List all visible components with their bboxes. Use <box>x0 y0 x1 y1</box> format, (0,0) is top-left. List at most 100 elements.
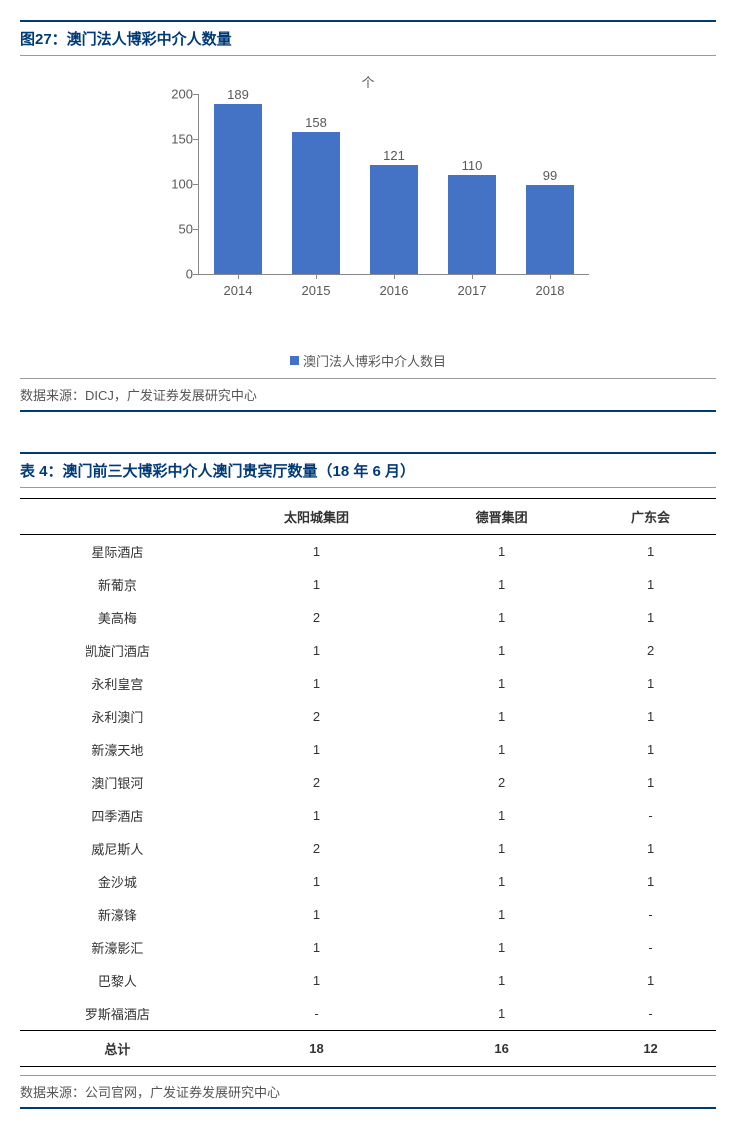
table-cell: - <box>585 931 716 964</box>
table-cell: 1 <box>585 535 716 569</box>
table-total-cell: 18 <box>215 1031 418 1067</box>
table-cell: 1 <box>585 733 716 766</box>
table-cell: 1 <box>585 700 716 733</box>
x-tick-mark <box>472 274 473 279</box>
table-cell: 1 <box>585 964 716 997</box>
table-container: 太阳城集团德晋集团广东会 星际酒店111新葡京111美高梅211凯旋门酒店112… <box>20 498 716 1067</box>
table-cell: 1 <box>585 667 716 700</box>
table-row: 凯旋门酒店112 <box>20 634 716 667</box>
chart-legend: 澳门法人博彩中介人数目 <box>20 351 716 370</box>
table-cell: - <box>585 997 716 1031</box>
table-total-row: 总计181612 <box>20 1031 716 1067</box>
table-cell: 1 <box>215 964 418 997</box>
bar-group: 1892014 <box>214 87 262 274</box>
table-cell: 1 <box>215 931 418 964</box>
table-row: 巴黎人111 <box>20 964 716 997</box>
table-cell: 1 <box>215 799 418 832</box>
y-tick-label: 150 <box>163 132 193 147</box>
table-cell: 2 <box>215 601 418 634</box>
bar <box>448 175 496 274</box>
table-cell: 1 <box>418 799 585 832</box>
table-cell: 新濠锋 <box>20 898 215 931</box>
table-cell: 1 <box>418 667 585 700</box>
table-cell: 新濠天地 <box>20 733 215 766</box>
bar-group: 1102017 <box>448 158 496 274</box>
table-cell: 2 <box>215 832 418 865</box>
table-cell: 巴黎人 <box>20 964 215 997</box>
table-cell: 新濠影汇 <box>20 931 215 964</box>
table-cell: 1 <box>418 568 585 601</box>
table-row: 四季酒店11- <box>20 799 716 832</box>
x-tick-label: 2018 <box>520 283 580 298</box>
table-cell: 金沙城 <box>20 865 215 898</box>
table-cell: 1 <box>215 568 418 601</box>
table-total-cell: 总计 <box>20 1031 215 1067</box>
table-cell: 1 <box>418 898 585 931</box>
table-source: 数据来源：公司官网，广发证券发展研究中心 <box>20 1075 716 1109</box>
table-cell: 星际酒店 <box>20 535 215 569</box>
table-header-row: 太阳城集团德晋集团广东会 <box>20 499 716 535</box>
table-cell: 1 <box>418 964 585 997</box>
bar-value-label: 110 <box>462 158 483 173</box>
table-cell: 1 <box>585 766 716 799</box>
table-row: 永利皇宫111 <box>20 667 716 700</box>
table-cell: 1 <box>215 865 418 898</box>
bar-group: 1212016 <box>370 148 418 274</box>
x-tick-mark <box>316 274 317 279</box>
y-axis-label: 个 <box>361 72 374 91</box>
table-cell: 1 <box>585 865 716 898</box>
table-cell: 2 <box>418 766 585 799</box>
table-row: 新濠天地111 <box>20 733 716 766</box>
bar-group: 1582015 <box>292 115 340 274</box>
x-tick-mark <box>550 274 551 279</box>
plot-area: 1892014158201512120161102017992018 <box>198 94 589 275</box>
table-cell: 凯旋门酒店 <box>20 634 215 667</box>
table-cell: 1 <box>418 865 585 898</box>
table-row: 永利澳门211 <box>20 700 716 733</box>
x-tick-label: 2015 <box>286 283 346 298</box>
bars-group: 1892014158201512120161102017992018 <box>199 94 589 274</box>
table-cell: - <box>215 997 418 1031</box>
bar-value-label: 189 <box>227 87 249 102</box>
x-tick-label: 2016 <box>364 283 424 298</box>
table-cell: 永利澳门 <box>20 700 215 733</box>
bar <box>370 165 418 274</box>
table-cell: 1 <box>418 601 585 634</box>
chart-container: 个 050100150200 1892014158201512120161102… <box>20 66 716 321</box>
table-cell: 1 <box>418 535 585 569</box>
bar <box>292 132 340 274</box>
bar-chart: 个 050100150200 1892014158201512120161102… <box>128 76 608 316</box>
table-row: 美高梅211 <box>20 601 716 634</box>
table-cell: 四季酒店 <box>20 799 215 832</box>
table-cell: 威尼斯人 <box>20 832 215 865</box>
y-tick-label: 0 <box>163 267 193 282</box>
table-cell: 永利皇宫 <box>20 667 215 700</box>
table-cell: 1 <box>215 535 418 569</box>
table-cell: 1 <box>215 634 418 667</box>
table-row: 澳门银河221 <box>20 766 716 799</box>
table-cell: 新葡京 <box>20 568 215 601</box>
table-total-cell: 16 <box>418 1031 585 1067</box>
column-header: 德晋集团 <box>418 499 585 535</box>
table-cell: 1 <box>215 898 418 931</box>
table-cell: - <box>585 898 716 931</box>
bar-value-label: 158 <box>305 115 327 130</box>
bar <box>214 104 262 274</box>
column-header: 太阳城集团 <box>215 499 418 535</box>
legend-swatch-icon <box>290 356 299 365</box>
bar-value-label: 121 <box>383 148 405 163</box>
table-row: 罗斯福酒店-1- <box>20 997 716 1031</box>
figure-source: 数据来源：DICJ，广发证券发展研究中心 <box>20 378 716 412</box>
table-cell: 1 <box>585 832 716 865</box>
bar-group: 992018 <box>526 168 574 274</box>
table-cell: 1 <box>418 832 585 865</box>
table-row: 新葡京111 <box>20 568 716 601</box>
table-cell: 1 <box>585 601 716 634</box>
table-cell: 2 <box>215 700 418 733</box>
table-row: 威尼斯人211 <box>20 832 716 865</box>
table-cell: 1 <box>418 634 585 667</box>
bar-value-label: 99 <box>543 168 557 183</box>
table-cell: 2 <box>215 766 418 799</box>
y-tick-label: 50 <box>163 222 193 237</box>
table-cell: 澳门银河 <box>20 766 215 799</box>
